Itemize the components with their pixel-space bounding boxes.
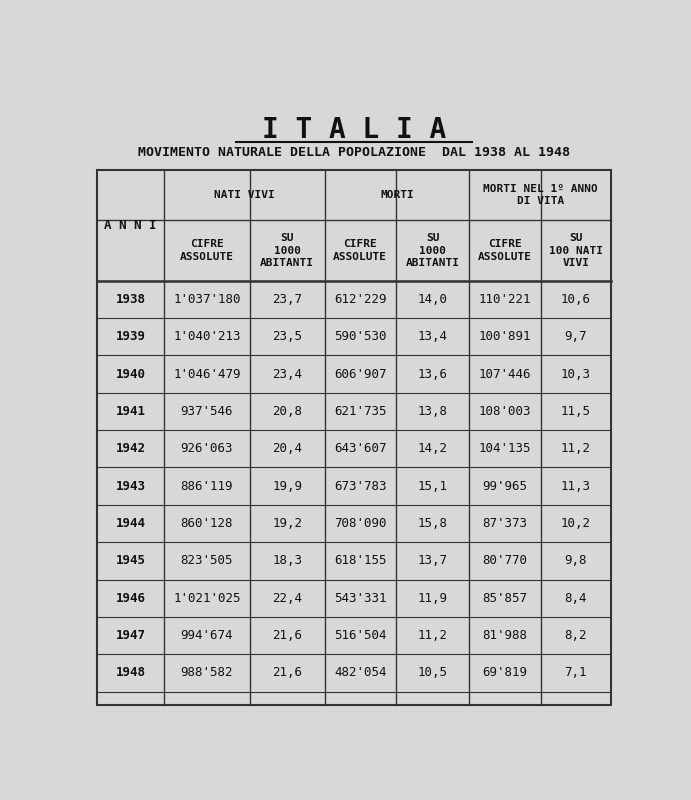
Text: 100'891: 100'891 (479, 330, 531, 343)
Text: 606'907: 606'907 (334, 368, 386, 381)
Text: 10,5: 10,5 (417, 666, 448, 679)
Text: 1'021'025: 1'021'025 (173, 592, 240, 605)
Text: MORTI: MORTI (380, 190, 414, 200)
Text: 590'530: 590'530 (334, 330, 386, 343)
Text: CIFRE
ASSOLUTE: CIFRE ASSOLUTE (333, 239, 387, 262)
Text: SU
1000
ABITANTI: SU 1000 ABITANTI (406, 234, 460, 268)
Text: 22,4: 22,4 (272, 592, 302, 605)
Text: 1941: 1941 (115, 405, 146, 418)
Text: 10,2: 10,2 (561, 517, 591, 530)
Text: 19,9: 19,9 (272, 480, 302, 493)
Text: 13,8: 13,8 (417, 405, 448, 418)
Text: 20,4: 20,4 (272, 442, 302, 455)
Text: 80'770: 80'770 (482, 554, 527, 567)
Text: 108'003: 108'003 (479, 405, 531, 418)
Text: 1948: 1948 (115, 666, 146, 679)
Text: 21,6: 21,6 (272, 629, 302, 642)
Text: 14,0: 14,0 (417, 293, 448, 306)
Text: SU
100 NATI
VIVI: SU 100 NATI VIVI (549, 234, 603, 268)
Text: MORTI NEL 1º ANNO
DI VITA: MORTI NEL 1º ANNO DI VITA (483, 184, 598, 206)
Text: 11,2: 11,2 (417, 629, 448, 642)
Text: 23,7: 23,7 (272, 293, 302, 306)
Text: 1943: 1943 (115, 480, 146, 493)
Text: 860'128: 860'128 (180, 517, 233, 530)
Text: 516'504: 516'504 (334, 629, 386, 642)
Text: 9,7: 9,7 (565, 330, 587, 343)
Text: 20,8: 20,8 (272, 405, 302, 418)
Text: 23,5: 23,5 (272, 330, 302, 343)
Text: 104'135: 104'135 (479, 442, 531, 455)
Text: 11,9: 11,9 (417, 592, 448, 605)
Text: 99'965: 99'965 (482, 480, 527, 493)
Text: 10,3: 10,3 (561, 368, 591, 381)
Text: 988'582: 988'582 (180, 666, 233, 679)
Text: 1944: 1944 (115, 517, 146, 530)
Text: 1947: 1947 (115, 629, 146, 642)
Text: 1'040'213: 1'040'213 (173, 330, 240, 343)
Text: 643'607: 643'607 (334, 442, 386, 455)
Text: 69'819: 69'819 (482, 666, 527, 679)
Text: 15,1: 15,1 (417, 480, 448, 493)
Text: 1945: 1945 (115, 554, 146, 567)
Text: 708'090: 708'090 (334, 517, 386, 530)
Text: 937'546: 937'546 (180, 405, 233, 418)
Text: 18,3: 18,3 (272, 554, 302, 567)
Text: 673'783: 673'783 (334, 480, 386, 493)
Bar (97, 170, 611, 705)
Text: 1'037'180: 1'037'180 (173, 293, 240, 306)
Text: 1'046'479: 1'046'479 (173, 368, 240, 381)
Text: 612'229: 612'229 (334, 293, 386, 306)
Text: 926'063: 926'063 (180, 442, 233, 455)
Text: 13,6: 13,6 (417, 368, 448, 381)
Text: 14,2: 14,2 (417, 442, 448, 455)
Text: 8,2: 8,2 (565, 629, 587, 642)
Text: 15,8: 15,8 (417, 517, 448, 530)
Text: 11,2: 11,2 (561, 442, 591, 455)
Text: 482'054: 482'054 (334, 666, 386, 679)
Text: 85'857: 85'857 (482, 592, 527, 605)
Text: 107'446: 107'446 (479, 368, 531, 381)
Text: 886'119: 886'119 (180, 480, 233, 493)
Text: 11,3: 11,3 (561, 480, 591, 493)
Text: 13,4: 13,4 (417, 330, 448, 343)
Text: SU
1000
ABITANTI: SU 1000 ABITANTI (261, 234, 314, 268)
Text: A N N I: A N N I (104, 219, 157, 232)
Text: 87'373: 87'373 (482, 517, 527, 530)
Text: 543'331: 543'331 (334, 592, 386, 605)
Text: 19,2: 19,2 (272, 517, 302, 530)
Text: 21,6: 21,6 (272, 666, 302, 679)
Text: 1939: 1939 (115, 330, 146, 343)
Text: 10,6: 10,6 (561, 293, 591, 306)
Text: NATI VIVI: NATI VIVI (214, 190, 275, 200)
Text: 621'735: 621'735 (334, 405, 386, 418)
Text: I T A L I A: I T A L I A (262, 116, 446, 144)
Text: 7,1: 7,1 (565, 666, 587, 679)
Text: CIFRE
ASSOLUTE: CIFRE ASSOLUTE (180, 239, 234, 262)
Text: 994'674: 994'674 (180, 629, 233, 642)
Text: 11,5: 11,5 (561, 405, 591, 418)
Text: 9,8: 9,8 (565, 554, 587, 567)
Text: 8,4: 8,4 (565, 592, 587, 605)
Text: 1940: 1940 (115, 368, 146, 381)
Text: 1942: 1942 (115, 442, 146, 455)
Text: MOVIMENTO NATURALE DELLA POPOLAZIONE  DAL 1938 AL 1948: MOVIMENTO NATURALE DELLA POPOLAZIONE DAL… (138, 146, 570, 159)
Text: 110'221: 110'221 (479, 293, 531, 306)
Text: 823'505: 823'505 (180, 554, 233, 567)
Text: 618'155: 618'155 (334, 554, 386, 567)
Text: CIFRE
ASSOLUTE: CIFRE ASSOLUTE (478, 239, 532, 262)
Text: 81'988: 81'988 (482, 629, 527, 642)
Text: 13,7: 13,7 (417, 554, 448, 567)
Text: 1938: 1938 (115, 293, 146, 306)
Text: 1946: 1946 (115, 592, 146, 605)
Text: 23,4: 23,4 (272, 368, 302, 381)
